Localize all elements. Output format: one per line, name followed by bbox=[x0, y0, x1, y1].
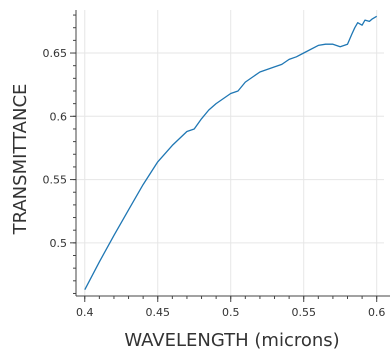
data-series bbox=[84, 15, 378, 291]
y-tick-label: 0.65 bbox=[43, 47, 68, 60]
tick-labels: 0.4 0.45 0.5 0.55 0.6 0.5 0.55 0.6 0.65 bbox=[43, 47, 386, 319]
x-tick-label: 0.55 bbox=[291, 306, 316, 319]
y-axis-title: TRANSMITTANCE bbox=[10, 84, 31, 236]
y-tick-label: 0.55 bbox=[43, 174, 68, 187]
y-tick-label: 0.5 bbox=[50, 237, 68, 250]
x-tick-label: 0.6 bbox=[368, 306, 386, 319]
x-tick-label: 0.4 bbox=[76, 306, 94, 319]
x-axis-title: WAVELENGTH (microns) bbox=[124, 330, 339, 351]
y-tick-label: 0.6 bbox=[50, 110, 68, 123]
grid-lines bbox=[76, 10, 384, 296]
axes bbox=[70, 10, 390, 302]
x-tick-label: 0.5 bbox=[222, 306, 240, 319]
transmittance-series-line bbox=[84, 15, 378, 291]
x-tick-label: 0.45 bbox=[145, 306, 170, 319]
